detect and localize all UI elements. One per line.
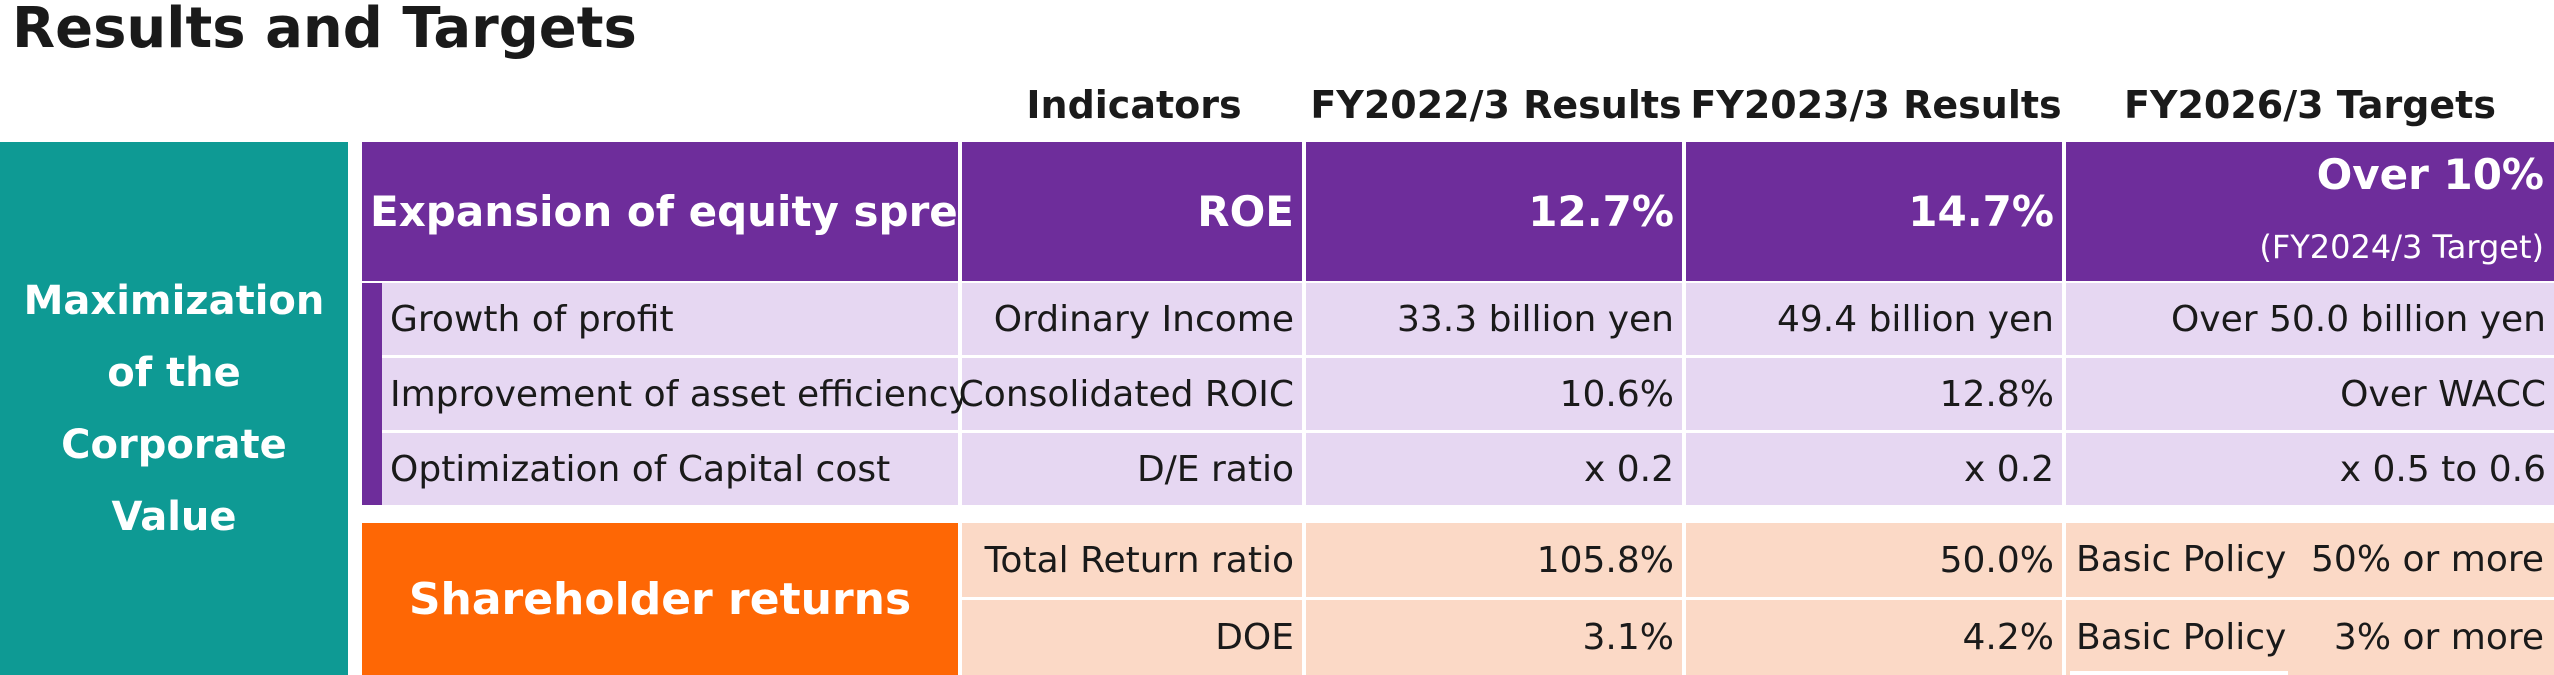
row-fy2022: x 0.2 [1306,433,1682,505]
equity-fy2023: 14.7% [1686,142,2062,281]
equity-fy2022: 12.7% [1306,142,1682,281]
sub-items-bar [362,283,382,505]
underline-divider [2070,671,2288,675]
header-fy2023: FY2023/3 Results [1690,83,2062,127]
row-indicator: D/E ratio [962,433,1302,505]
shareholder-fy2023: 4.2% [1686,600,2062,675]
row-label: Growth of profit [382,283,958,355]
corporate-value-line-2: of the [107,349,241,396]
shareholder-target-cell: Basic Policy 3% or more [2066,600,2554,675]
policy-label: Basic Policy [2076,539,2287,580]
equity-indicator: ROE [962,142,1302,281]
equity-fy2026: Over 10% [2316,150,2544,199]
page-title: Results and Targets [12,0,637,61]
corporate-value-line-1: Maximization [23,277,325,324]
policy-target: 3% or more [2333,617,2544,658]
corporate-value-line-3: Corporate [61,421,287,468]
policy-label: Basic Policy [2076,617,2287,658]
shareholder-indicator: Total Return ratio [962,523,1302,597]
row-fy2023: x 0.2 [1686,433,2062,505]
row-fy2023: 49.4 billion yen [1686,283,2062,355]
row-label: Optimization of Capital cost [382,433,958,505]
shareholder-target-cell: Basic Policy 50% or more [2066,523,2554,597]
equity-fy2026-note: (FY2024/3 Target) [2259,228,2544,266]
equity-fy2026-cell: Over 10% (FY2024/3 Target) [2066,142,2554,281]
row-fy2026: Over 50.0 billion yen [2066,283,2554,355]
header-fy2022: FY2022/3 Results [1310,83,1682,127]
row-fy2022: 10.6% [1306,358,1682,430]
equity-spread-label: Expansion of equity spread [362,142,1016,281]
header-indicators: Indicators [1026,83,1242,127]
corporate-value-line-4: Value [111,493,237,540]
row-fy2026: Over WACC [2066,358,2554,430]
corporate-value-block: Maximization of the Corporate Value [0,142,348,675]
row-indicator: Consolidated ROIC [959,358,1302,430]
row-fy2026: x 0.5 to 0.6 [2066,433,2554,505]
shareholder-fy2022: 3.1% [1306,600,1682,675]
row-label: Improvement of asset efficiency [382,358,970,430]
row-fy2023: 12.8% [1686,358,2062,430]
row-indicator: Ordinary Income [962,283,1302,355]
shareholder-fy2023: 50.0% [1686,523,2062,597]
shareholder-indicator: DOE [962,600,1302,675]
header-fy2026: FY2026/3 Targets [2124,83,2496,127]
policy-target: 50% or more [2311,539,2544,580]
shareholder-fy2022: 105.8% [1306,523,1682,597]
row-fy2022: 33.3 billion yen [1306,283,1682,355]
shareholder-returns-label: Shareholder returns [362,523,958,675]
